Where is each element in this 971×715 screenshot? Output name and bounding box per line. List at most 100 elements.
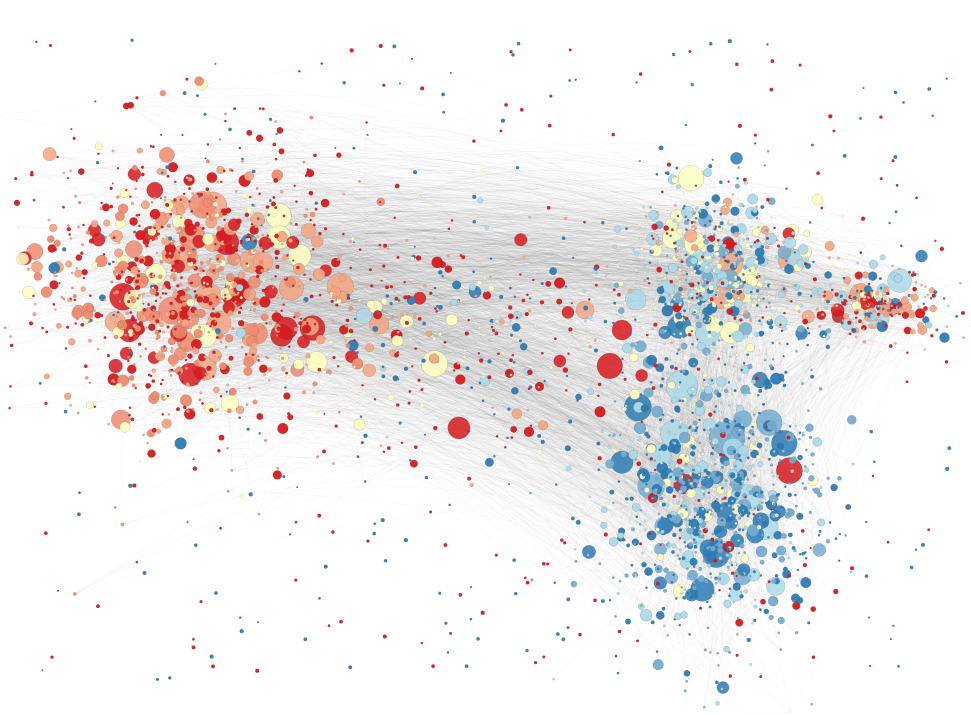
graph-node xyxy=(306,168,310,171)
graph-node xyxy=(448,503,452,507)
graph-node xyxy=(622,343,633,354)
graph-node xyxy=(171,362,176,367)
graph-node xyxy=(483,276,487,280)
graph-node xyxy=(142,433,145,437)
graph-node xyxy=(603,319,608,324)
graph-node xyxy=(247,307,251,311)
graph-node xyxy=(146,441,149,445)
edge-arc xyxy=(200,223,614,504)
graph-node xyxy=(196,295,204,303)
graph-node xyxy=(770,215,773,219)
graph-node xyxy=(732,600,736,604)
graph-node xyxy=(692,586,697,591)
graph-node xyxy=(504,368,515,379)
graph-node xyxy=(174,165,179,169)
graph-node xyxy=(939,246,945,252)
graph-node xyxy=(669,279,674,284)
graph-node xyxy=(184,366,189,370)
graph-node xyxy=(719,506,724,511)
graph-node xyxy=(727,180,730,183)
graph-node xyxy=(311,235,324,248)
graph-node xyxy=(587,388,594,396)
graph-node xyxy=(717,164,721,168)
graph-node xyxy=(211,375,215,378)
graph-node xyxy=(697,575,706,583)
graph-node xyxy=(914,280,918,284)
graph-node xyxy=(706,600,709,604)
graph-node xyxy=(618,303,622,307)
graph-node xyxy=(99,313,104,318)
graph-node xyxy=(280,315,284,319)
graph-node xyxy=(862,271,870,279)
graph-node xyxy=(879,301,884,306)
graph-node xyxy=(270,277,274,281)
graph-node xyxy=(707,319,711,323)
graph-node xyxy=(620,450,628,458)
graph-node xyxy=(753,241,757,244)
graph-node xyxy=(298,321,303,326)
graph-node xyxy=(824,241,835,251)
graph-node xyxy=(923,295,927,299)
graph-node xyxy=(687,426,691,430)
graph-node xyxy=(864,293,867,296)
graph-node xyxy=(223,218,226,222)
graph-node xyxy=(734,62,739,67)
graph-node xyxy=(753,598,757,602)
graph-node xyxy=(711,446,715,450)
graph-node xyxy=(158,329,162,333)
graph-node xyxy=(751,464,755,468)
graph-node xyxy=(126,359,130,363)
graph-node xyxy=(711,341,716,347)
graph-node xyxy=(301,191,305,194)
graph-node xyxy=(353,339,356,342)
graph-node xyxy=(552,677,555,681)
graph-node xyxy=(939,332,950,343)
graph-node xyxy=(188,319,193,324)
graph-node xyxy=(678,268,682,272)
graph-node xyxy=(720,338,724,342)
graph-node xyxy=(821,297,825,302)
graph-node xyxy=(707,426,710,430)
graph-node xyxy=(142,308,147,312)
graph-node xyxy=(845,504,852,510)
graph-node xyxy=(820,206,824,210)
graph-node xyxy=(702,516,706,520)
graph-node xyxy=(372,325,379,332)
graph-node xyxy=(315,410,319,414)
graph-node xyxy=(352,146,356,150)
graph-node xyxy=(751,303,756,308)
graph-node xyxy=(345,318,350,323)
graph-node xyxy=(878,319,882,323)
graph-node xyxy=(679,548,682,552)
graph-node xyxy=(696,286,701,290)
graph-node xyxy=(690,353,695,358)
graph-node xyxy=(159,285,163,289)
graph-node xyxy=(945,77,948,80)
graph-node xyxy=(781,326,787,331)
graph-node xyxy=(690,329,694,333)
graph-node xyxy=(366,133,369,137)
graph-node xyxy=(682,247,686,251)
graph-node xyxy=(587,298,591,301)
graph-node xyxy=(117,240,121,244)
graph-node xyxy=(314,201,318,205)
graph-node xyxy=(834,537,838,541)
graph-node xyxy=(593,598,597,603)
graph-node xyxy=(336,152,342,158)
graph-node xyxy=(218,138,222,141)
graph-node xyxy=(151,368,156,373)
graph-node xyxy=(461,255,466,260)
graph-node xyxy=(723,363,727,366)
graph-node xyxy=(740,511,744,515)
graph-node xyxy=(42,147,57,162)
graph-node xyxy=(400,441,404,445)
graph-node xyxy=(195,382,199,386)
graph-node xyxy=(679,332,683,336)
graph-node xyxy=(696,367,701,371)
graph-node xyxy=(720,215,724,219)
graph-node xyxy=(385,294,390,298)
graph-node xyxy=(214,62,217,65)
graph-node xyxy=(671,237,675,241)
graph-node xyxy=(781,378,785,382)
graph-node xyxy=(718,225,721,229)
